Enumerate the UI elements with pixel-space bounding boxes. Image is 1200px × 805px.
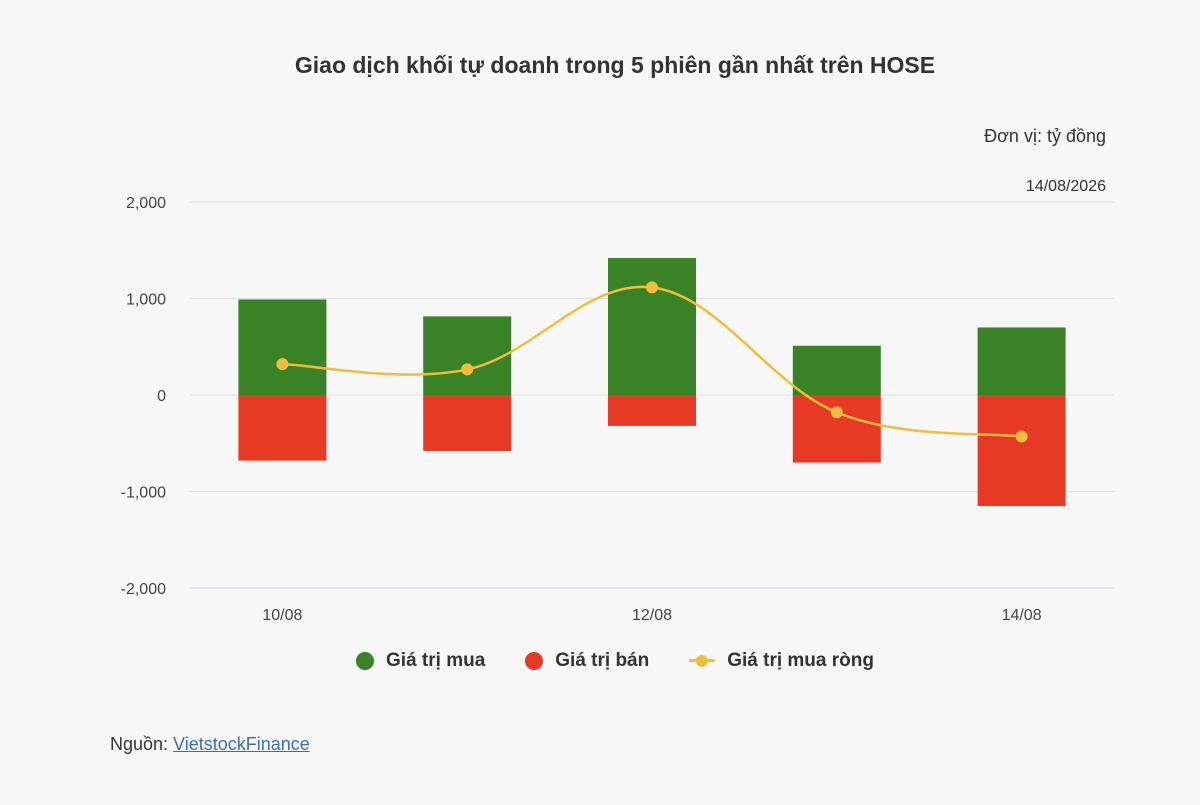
- legend-buy-label: Giá trị mua: [386, 650, 486, 671]
- y-tick-label: 1,000: [126, 292, 166, 309]
- bar-sell: [608, 395, 696, 426]
- net-point: [461, 363, 474, 376]
- legend-sell-label: Giá trị bán: [555, 650, 650, 671]
- net-point: [1015, 430, 1028, 443]
- bar-sell: [792, 395, 881, 463]
- bar-sell: [977, 395, 1066, 506]
- bar-sell: [238, 395, 327, 461]
- unit-label: Đơn vị: tỷ đồng: [984, 126, 1106, 146]
- x-tick-label: 14/08: [1002, 607, 1042, 624]
- legend: Giá trị mua Giá trị bán Giá trị mua ròng: [0, 650, 1200, 672]
- x-tick-label: 10/08: [262, 607, 302, 624]
- x-tick-label: 12/08: [632, 607, 672, 624]
- bar-buy: [608, 257, 696, 395]
- y-tick-label: 0: [157, 388, 166, 405]
- chart-title: Giao dịch khối tự doanh trong 5 phiên gầ…: [294, 52, 936, 78]
- source-prefix: Nguồn:: [110, 734, 174, 754]
- legend-buy-icon: [356, 652, 375, 670]
- source-note: Nguồn: VietstockFinance: [110, 734, 310, 755]
- y-tick-label: -1,000: [121, 485, 166, 502]
- net-point: [830, 406, 843, 419]
- net-point: [646, 281, 658, 294]
- legend-item-sell[interactable]: Giá trị bán: [525, 650, 649, 672]
- legend-net-icon: [689, 652, 716, 670]
- bar-buy: [238, 299, 327, 395]
- legend-item-net[interactable]: Giá trị mua ròng: [689, 650, 874, 672]
- net-point: [276, 358, 289, 371]
- legend-sell-icon: [525, 652, 544, 670]
- bar-buy: [423, 316, 512, 395]
- bar-buy: [792, 345, 881, 395]
- bar-sell: [423, 395, 512, 451]
- y-tick-label: 2,000: [126, 195, 166, 212]
- legend-item-buy[interactable]: Giá trị mua: [356, 650, 485, 672]
- date-label: 14/08/2026: [1025, 178, 1106, 195]
- source-link[interactable]: VietstockFinance: [173, 734, 310, 754]
- legend-net-label: Giá trị mua ròng: [727, 650, 874, 671]
- bar-buy: [977, 327, 1066, 395]
- y-tick-label: -2,000: [121, 581, 166, 598]
